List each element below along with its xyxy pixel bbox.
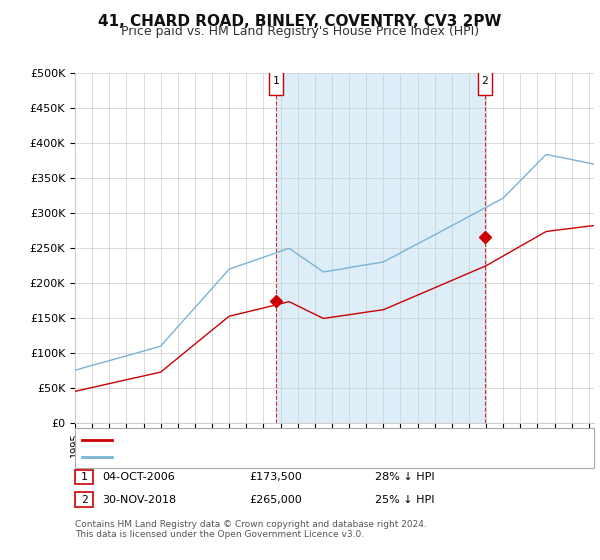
FancyBboxPatch shape — [269, 66, 283, 95]
Text: 30-NOV-2018: 30-NOV-2018 — [103, 494, 177, 505]
FancyBboxPatch shape — [478, 66, 491, 95]
Text: Contains HM Land Registry data © Crown copyright and database right 2024.
This d: Contains HM Land Registry data © Crown c… — [75, 520, 427, 539]
Text: 1: 1 — [80, 472, 88, 482]
Text: 2: 2 — [481, 76, 488, 86]
Text: £265,000: £265,000 — [249, 494, 302, 505]
Text: Price paid vs. HM Land Registry's House Price Index (HPI): Price paid vs. HM Land Registry's House … — [121, 25, 479, 38]
Text: 1: 1 — [273, 76, 280, 86]
Text: HPI: Average price, detached house, Coventry: HPI: Average price, detached house, Cove… — [118, 451, 359, 461]
Text: 41, CHARD ROAD, BINLEY, COVENTRY, CV3 2PW: 41, CHARD ROAD, BINLEY, COVENTRY, CV3 2P… — [98, 14, 502, 29]
Text: 04-OCT-2006: 04-OCT-2006 — [103, 472, 175, 482]
Text: 25% ↓ HPI: 25% ↓ HPI — [375, 494, 434, 505]
Text: £173,500: £173,500 — [249, 472, 302, 482]
Text: 41, CHARD ROAD, BINLEY, COVENTRY, CV3 2PW (detached house): 41, CHARD ROAD, BINLEY, COVENTRY, CV3 2P… — [118, 435, 464, 445]
Text: 2: 2 — [80, 494, 88, 505]
Text: 28% ↓ HPI: 28% ↓ HPI — [375, 472, 434, 482]
Bar — [276, 73, 485, 423]
